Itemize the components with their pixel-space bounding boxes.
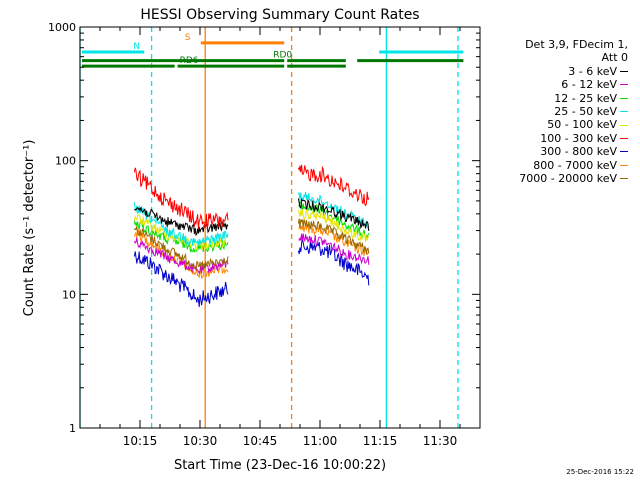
x-tick-label: 10:15 [123,434,158,448]
series-1-segment-1 [133,237,229,275]
legend-swatch [620,151,628,153]
legend-swatch [620,84,628,86]
legend-swatch [620,97,628,99]
flag-label-n: N [133,42,140,52]
y-tick-label: 1 [69,422,76,435]
legend-entry: 100 - 300 keV [486,132,634,145]
x-tick-label: 11:00 [303,434,338,448]
legend-label: 50 - 100 keV [547,118,617,132]
x-tick-label: 11:30 [423,434,458,448]
legend-entry: 25 - 50 keV [486,105,634,118]
y-axis-label: Count Rate (s⁻¹ detector⁻¹) [22,140,37,317]
legend-label: 300 - 800 keV [540,145,617,159]
series-3-segment-1 [133,202,229,247]
legend-entry: 3 - 6 keV [486,65,634,78]
legend-header-line-1: Det 3,9, FDecim 1, [525,38,628,51]
flag-label-s: S [185,33,191,43]
y-tick-label: 10 [62,288,76,301]
y-tick-label: 1000 [48,21,76,34]
x-axis-label: Start Time (23-Dec-16 10:00:22) [174,458,386,473]
series-5-segment-1 [133,167,229,229]
series-0-segment-1 [134,206,229,237]
legend-label: 25 - 50 keV [554,104,617,118]
legend-swatch [620,124,628,126]
legend-swatch [620,111,628,113]
legend-entry: 50 - 100 keV [486,118,634,131]
series-8-segment-1 [133,226,229,272]
legend-entry: 6 - 12 keV [486,78,634,91]
legend-swatch [620,137,628,139]
legend-swatch [620,71,628,72]
y-tick-label: 100 [55,155,76,168]
legend-swatch [620,178,628,180]
plot-frame [79,26,481,429]
legend-label: 100 - 300 keV [540,131,617,145]
legend-swatch [620,164,628,166]
legend-label: 12 - 25 keV [554,91,617,105]
legend-entry: 300 - 800 keV [486,145,634,158]
legend-entry: 800 - 7000 keV [486,159,634,172]
x-tick-label: 11:15 [363,434,398,448]
series-1-segment-2 [298,233,370,265]
x-tick-label: 10:30 [183,434,218,448]
series-2-segment-2 [298,200,370,239]
legend: Det 3,9, FDecim 1, Att 0 3 - 6 keV 6 - 12… [486,38,634,185]
series-6-segment-2 [297,238,370,286]
flag-label-rd0: RD0 [273,51,292,61]
series-7-segment-1 [133,228,229,279]
series-4-segment-2 [297,209,370,243]
legend-label: 7000 - 20000 keV [519,171,617,185]
legend-label: 3 - 6 keV [568,64,617,78]
x-tick-label: 10:45 [243,434,278,448]
legend-label: 6 - 12 keV [561,78,617,92]
legend-entry: 12 - 25 keV [486,92,634,105]
timestamp: 25-Dec-2016 15:22 [566,468,634,476]
legend-entry: 7000 - 20000 keV [486,172,634,185]
legend-header-line-2: Att 0 [601,51,628,65]
series-6-segment-1 [133,251,229,308]
flag-label-rd6: RD6 [180,56,199,66]
legend-label: 800 - 7000 keV [533,158,617,172]
series-0-segment-2 [297,198,370,232]
series-5-segment-2 [297,164,370,207]
chart-title: HESSI Observing Summary Count Rates [140,7,419,23]
